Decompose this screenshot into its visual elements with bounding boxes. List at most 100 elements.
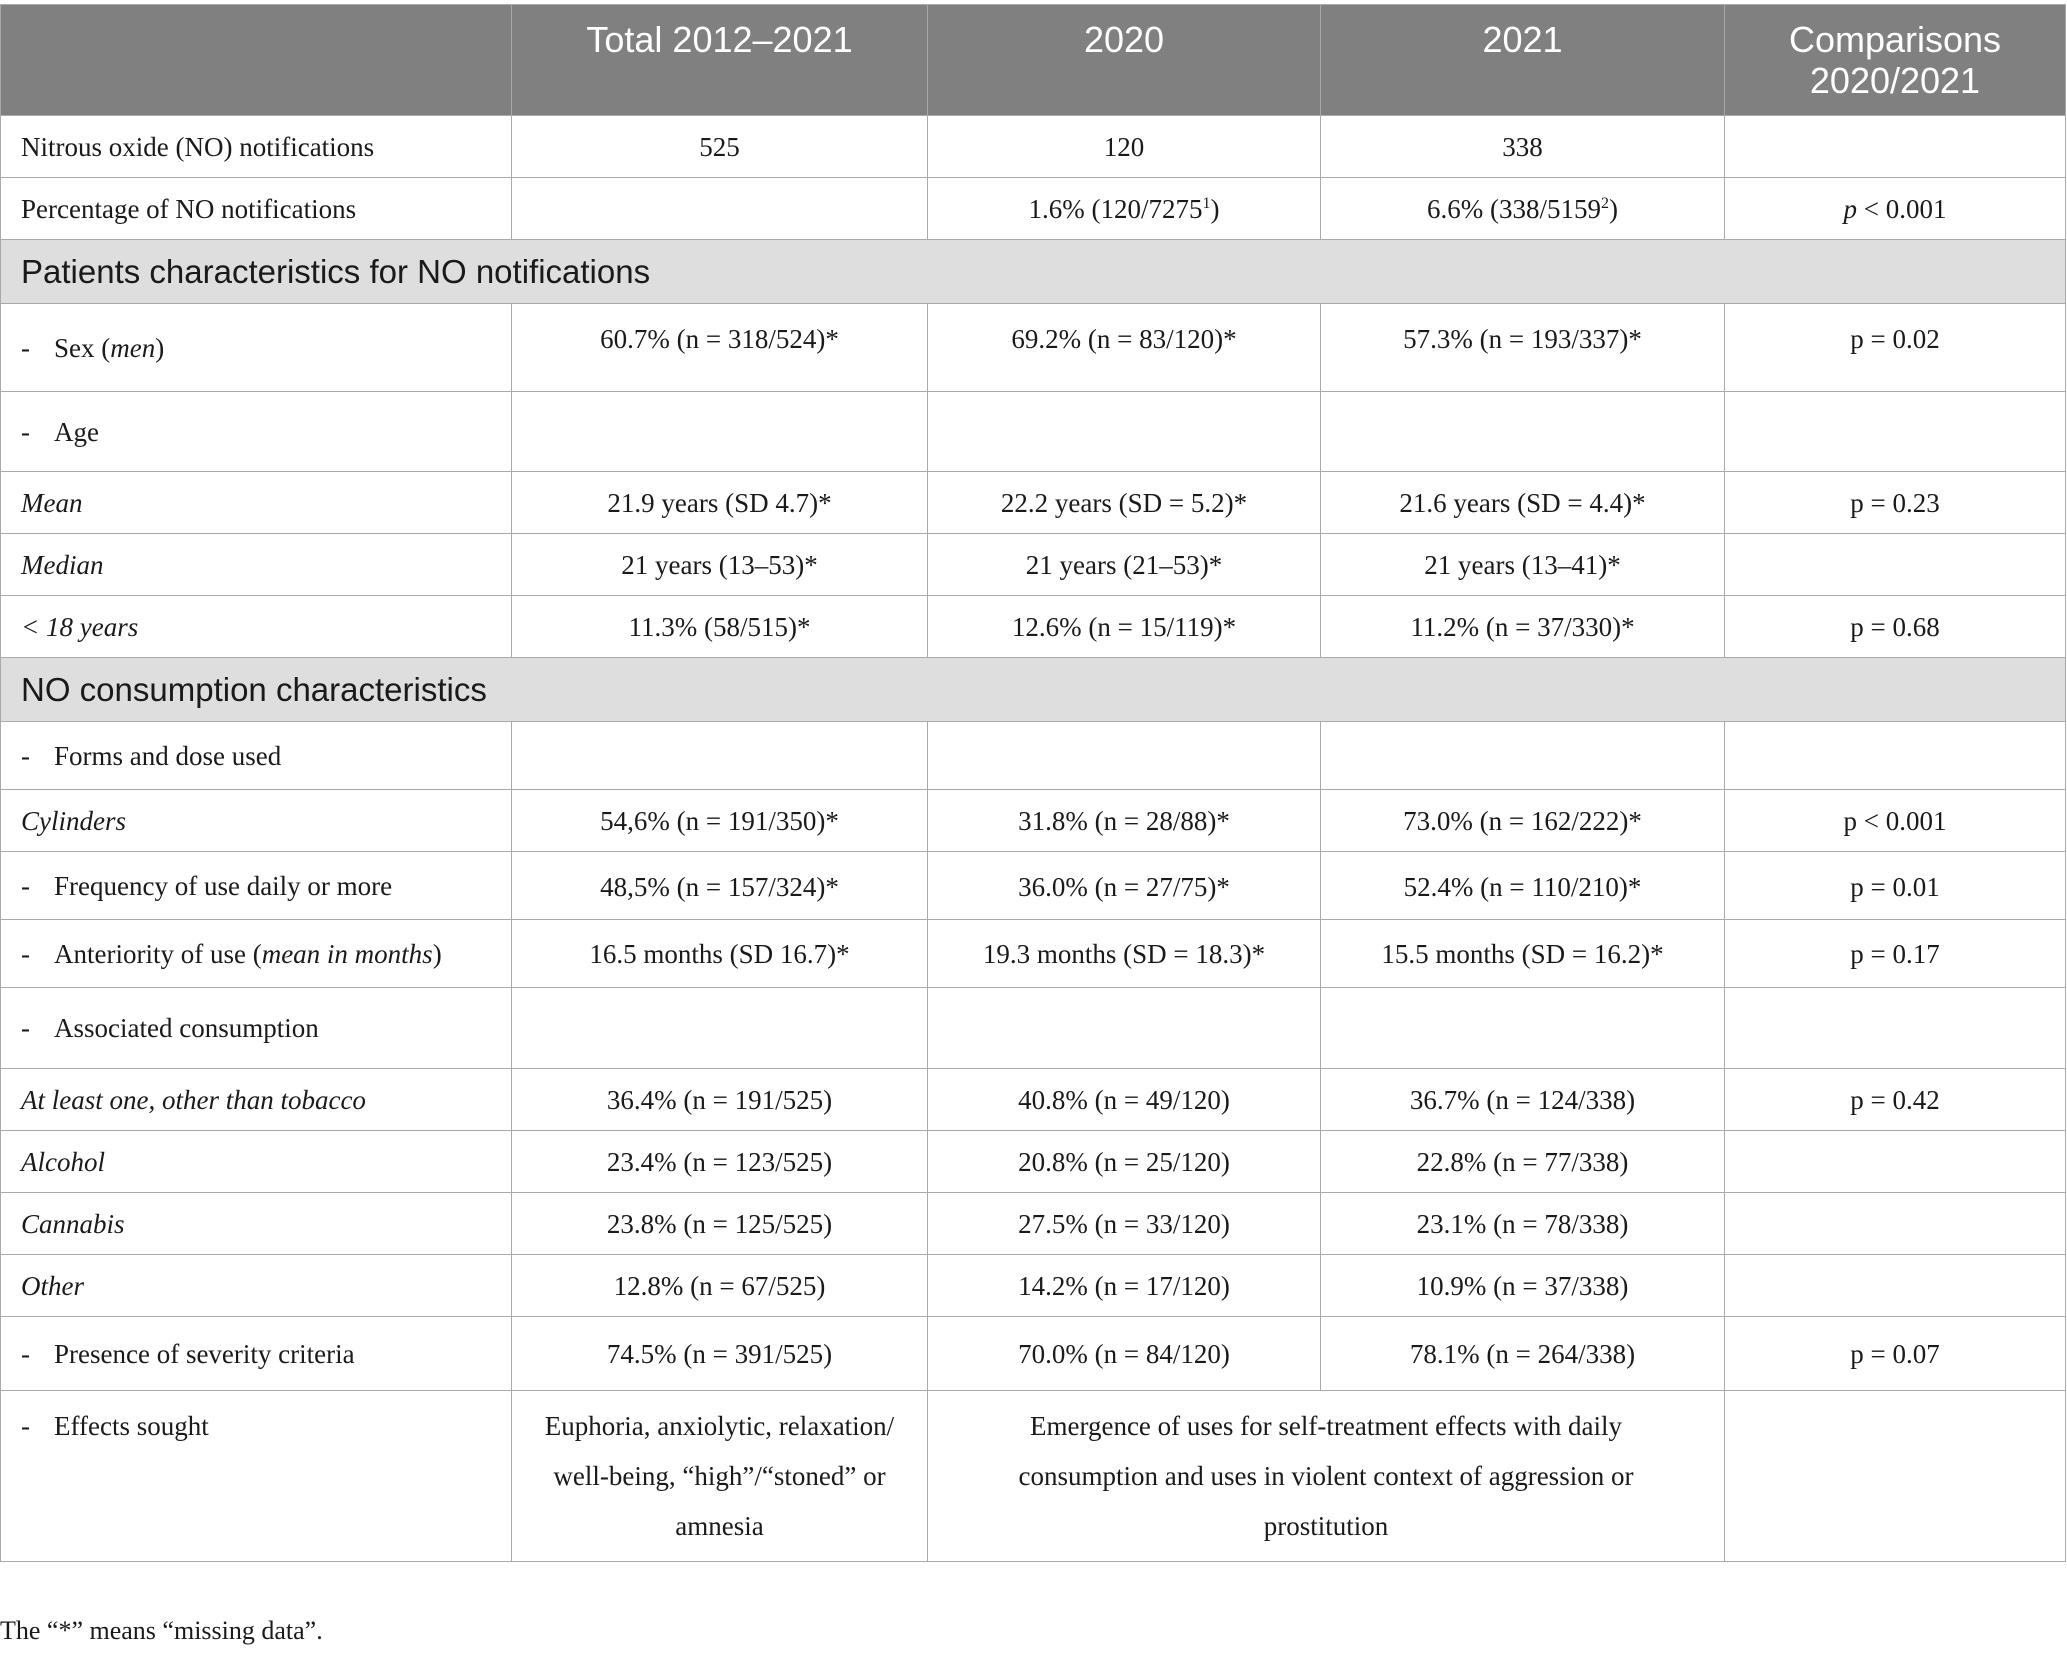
cell-2021: 57.3% (n = 193/337)* (1320, 303, 1725, 392)
cell-total: 16.5 months (SD 16.7)* (511, 919, 928, 988)
cell-total (511, 177, 928, 240)
cell-comparison (1724, 1192, 2066, 1255)
header-cell-2020: 2020 (927, 4, 1321, 116)
table-row: Mean 21.9 years (SD 4.7)* 22.2 years (SD… (0, 471, 2066, 534)
cell-2021: 21.6 years (SD = 4.4)* (1320, 471, 1725, 534)
row-label: Mean (0, 471, 512, 534)
section-header: Patients characteristics for NO notifica… (0, 239, 2066, 304)
table-row: Nitrous oxide (NO) notifications 525 120… (0, 115, 2066, 178)
table-row: - Presence of severity criteria 74.5% (n … (0, 1316, 2066, 1391)
table-row: - Frequency of use daily or more 48,5% (n… (0, 851, 2066, 920)
cell-total: 21.9 years (SD 4.7)* (511, 471, 928, 534)
cell-total: 12.8% (n = 67/525) (511, 1254, 928, 1317)
cell-2020: 27.5% (n = 33/120) (927, 1192, 1321, 1255)
cell-2020: 120 (927, 115, 1321, 178)
cell-2020: 20.8% (n = 25/120) (927, 1130, 1321, 1193)
table-row: - Effects sought Euphoria, anxiolytic, re… (0, 1390, 2066, 1562)
table-row: Other 12.8% (n = 67/525) 14.2% (n = 17/1… (0, 1254, 2066, 1317)
cell-comparison (1724, 115, 2066, 178)
cell-2020: 36.0% (n = 27/75)* (927, 851, 1321, 920)
cell-comparison (1724, 1390, 2066, 1562)
cell-total: 74.5% (n = 391/525) (511, 1316, 928, 1391)
header-cell-2021: 2021 (1320, 4, 1725, 116)
row-label: - Associated consumption (0, 987, 512, 1069)
table-row: < 18 years 11.3% (58/515)* 12.6% (n = 15… (0, 595, 2066, 658)
row-label: Cylinders (0, 789, 512, 852)
cell-2021: 15.5 months (SD = 16.2)* (1320, 919, 1725, 988)
cell-total: 23.4% (n = 123/525) (511, 1130, 928, 1193)
cell-comparison (1724, 1130, 2066, 1193)
cell-2020: 69.2% (n = 83/120)* (927, 303, 1321, 392)
row-label: - Frequency of use daily or more (0, 851, 512, 920)
cell-total: 54,6% (n = 191/350)* (511, 789, 928, 852)
cell-total: Euphoria, anxiolytic, relaxation/ well-b… (511, 1390, 928, 1562)
header-cell-comparisons: Comparisons 2020/2021 (1724, 4, 2066, 116)
cell-2020: 21 years (21–53)* (927, 533, 1321, 596)
cell-comparison: p = 0.02 (1724, 303, 2066, 392)
table-row: Median 21 years (13–53)* 21 years (21–53… (0, 533, 2066, 596)
cell-2021: 11.2% (n = 37/330)* (1320, 595, 1725, 658)
cell-comparison: p < 0.001 (1724, 177, 2066, 240)
table-footnote: The “*” means “missing data”. (0, 1616, 323, 1645)
row-label: Cannabis (0, 1192, 512, 1255)
table-row: Cannabis 23.8% (n = 125/525) 27.5% (n = … (0, 1192, 2066, 1255)
cell-2021: 338 (1320, 115, 1725, 178)
cell-comparison: p = 0.68 (1724, 595, 2066, 658)
cell-comparison (1724, 1254, 2066, 1317)
cell-total: 36.4% (n = 191/525) (511, 1068, 928, 1131)
table-row: - Forms and dose used (0, 721, 2066, 790)
cell-2020: 31.8% (n = 28/88)* (927, 789, 1321, 852)
cell-2020: 19.3 months (SD = 18.3)* (927, 919, 1321, 988)
cell-comparison: p = 0.42 (1724, 1068, 2066, 1131)
cell-comparison: p = 0.23 (1724, 471, 2066, 534)
cell-2021: 21 years (13–41)* (1320, 533, 1725, 596)
cell-2021: 10.9% (n = 37/338) (1320, 1254, 1725, 1317)
data-table: Total 2012–2021 2020 2021 Comparisons 202… (0, 4, 2066, 1562)
header-cell-empty (0, 4, 512, 116)
row-label: Nitrous oxide (NO) notifications (0, 115, 512, 178)
cell-2021: 52.4% (n = 110/210)* (1320, 851, 1725, 920)
cell-comparison: p = 0.17 (1724, 919, 2066, 988)
cell-total: 48,5% (n = 157/324)* (511, 851, 928, 920)
table-row: - Age (0, 391, 2066, 472)
cell-comparison: p = 0.07 (1724, 1316, 2066, 1391)
table-row: - Anteriority of use (mean in months) 16.… (0, 919, 2066, 988)
cell-total: 525 (511, 115, 928, 178)
table-row: Alcohol 23.4% (n = 123/525) 20.8% (n = 2… (0, 1130, 2066, 1193)
cell-2021: 78.1% (n = 264/338) (1320, 1316, 1725, 1391)
cell-2020: 1.6% (120/72751) (927, 177, 1321, 240)
row-label: - Sex (men) (0, 303, 512, 392)
table-row: Percentage of NO notifications 1.6% (120… (0, 177, 2066, 240)
cell-2020: 70.0% (n = 84/120) (927, 1316, 1321, 1391)
table-row: - Associated consumption (0, 987, 2066, 1069)
cell-2020: 22.2 years (SD = 5.2)* (927, 471, 1321, 534)
table-row: Cylinders 54,6% (n = 191/350)* 31.8% (n … (0, 789, 2066, 852)
cell-total: 60.7% (n = 318/524)* (511, 303, 928, 392)
section-header: NO consumption characteristics (0, 657, 2066, 722)
header-cell-total: Total 2012–2021 (511, 4, 928, 116)
row-label: Median (0, 533, 512, 596)
cell-total: 11.3% (58/515)* (511, 595, 928, 658)
row-label: - Forms and dose used (0, 721, 512, 790)
row-label: At least one, other than tobacco (0, 1068, 512, 1131)
table-row: At least one, other than tobacco 36.4% (… (0, 1068, 2066, 1131)
cell-2021: 73.0% (n = 162/222)* (1320, 789, 1725, 852)
row-label: Percentage of NO notifications (0, 177, 512, 240)
cell-2021: 36.7% (n = 124/338) (1320, 1068, 1725, 1131)
cell-2020: 14.2% (n = 17/120) (927, 1254, 1321, 1317)
cell-2021: 6.6% (338/51592) (1320, 177, 1725, 240)
section-title: NO consumption characteristics (0, 657, 2066, 722)
row-label: < 18 years (0, 595, 512, 658)
cell-2021: 23.1% (n = 78/338) (1320, 1192, 1725, 1255)
cell-total: 21 years (13–53)* (511, 533, 928, 596)
cell-2021: 22.8% (n = 77/338) (1320, 1130, 1725, 1193)
row-label: - Anteriority of use (mean in months) (0, 919, 512, 988)
row-label: - Effects sought (0, 1390, 512, 1562)
header-row: Total 2012–2021 2020 2021 Comparisons 202… (0, 4, 2066, 116)
section-title: Patients characteristics for NO notifica… (0, 239, 2066, 304)
row-label: - Age (0, 391, 512, 472)
table-row: - Sex (men) 60.7% (n = 318/524)* 69.2% (n… (0, 303, 2066, 392)
row-label: Alcohol (0, 1130, 512, 1193)
cell-comparison (1724, 533, 2066, 596)
row-label: Other (0, 1254, 512, 1317)
